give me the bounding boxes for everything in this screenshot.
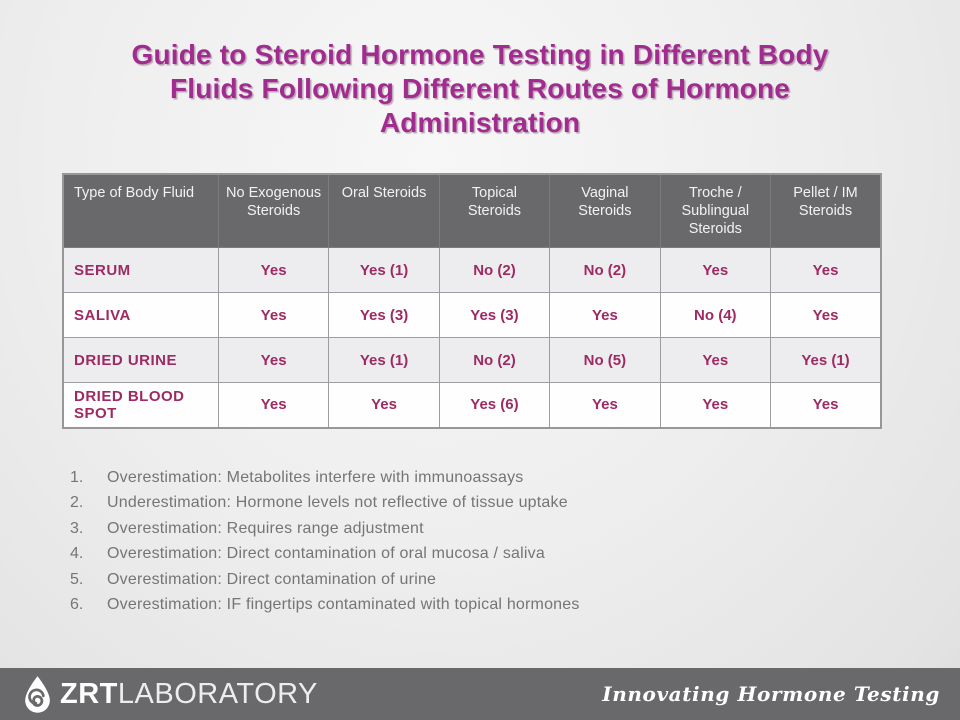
row-label: SALIVA — [62, 292, 219, 338]
table-cell: Yes — [217, 247, 330, 293]
zrt-laboratory-logo: ZRT LABORATORY — [22, 675, 318, 714]
row-label: SERUM — [62, 247, 219, 293]
table-cell: Yes — [328, 382, 440, 428]
column-header-oral-steroids: Oral Steroids — [328, 173, 440, 248]
column-header-troche-sublingual-steroids: Troche / Sublingual Steroids — [659, 173, 772, 248]
table-cell: Yes (3) — [328, 292, 440, 338]
table-header-row: Type of Body Fluid No Exogenous Steroids… — [62, 173, 882, 248]
table-row-dried-blood-spot: DRIED BLOOD SPOT Yes Yes Yes (6) Yes Yes… — [62, 382, 882, 428]
table-cell: Yes — [549, 382, 661, 428]
table-cell: Yes — [659, 247, 772, 293]
table-cell: Yes — [659, 382, 772, 428]
brand-zrt: ZRT — [60, 677, 118, 710]
footnote-text: Overestimation: Direct contamination of … — [107, 545, 545, 562]
table-cell: Yes (1) — [328, 247, 440, 293]
table-row-dried-urine: DRIED URINE Yes Yes (1) No (2) No (5) Ye… — [62, 337, 882, 383]
footnote-1: 1. Overestimation: Metabolites interfere… — [70, 465, 960, 491]
table-cell: No (5) — [549, 337, 661, 383]
table-cell: Yes — [217, 292, 330, 338]
footnote-4: 4. Overestimation: Direct contamination … — [70, 541, 960, 567]
table-cell: Yes — [770, 247, 882, 293]
footnote-number: 5. — [70, 570, 84, 588]
footnote-text: Underestimation: Hormone levels not refl… — [107, 494, 568, 511]
column-header-vaginal-steroids: Vaginal Steroids — [549, 173, 661, 248]
column-header-pellet-im-steroids: Pellet / IM Steroids — [770, 173, 882, 248]
table-row-serum: SERUM Yes Yes (1) No (2) No (2) Yes Yes — [62, 247, 882, 293]
footnote-number: 4. — [70, 545, 84, 562]
footnote-2: 2. Underestimation: Hormone levels not r… — [70, 490, 960, 516]
table-cell: Yes (1) — [328, 337, 440, 383]
row-label: DRIED URINE — [62, 337, 219, 383]
table-cell: No (4) — [659, 292, 772, 338]
footnote-number: 2. — [70, 494, 84, 511]
table-cell: Yes (1) — [770, 337, 882, 383]
footer-bar: ZRT LABORATORY Innovating Hormone Testing — [0, 668, 960, 720]
footnote-text: Overestimation: Requires range adjustmen… — [107, 519, 424, 537]
table-cell: Yes — [659, 337, 772, 383]
row-label: DRIED BLOOD SPOT — [62, 382, 219, 428]
table-cell: Yes — [549, 292, 661, 338]
hormone-testing-table-wrap: Type of Body Fluid No Exogenous Steroids… — [62, 173, 882, 429]
hormone-testing-table: Type of Body Fluid No Exogenous Steroids… — [62, 173, 882, 429]
footnote-5: 5. Overestimation: Direct contamination … — [70, 567, 960, 593]
column-header-topical-steroids: Topical Steroids — [438, 173, 551, 248]
table-cell: Yes (3) — [438, 292, 551, 338]
table-cell: Yes — [217, 337, 330, 383]
table-row-saliva: SALIVA Yes Yes (3) Yes (3) Yes No (4) Ye… — [62, 292, 882, 338]
column-header-type-of-body-fluid: Type of Body Fluid — [62, 173, 219, 248]
page-title: Guide to Steroid Hormone Testing in Diff… — [131, 39, 829, 138]
footnote-text: Overestimation: IF fingertips contaminat… — [107, 596, 580, 613]
table-cell: No (2) — [438, 337, 551, 383]
table-cell: Yes — [770, 382, 882, 428]
footnote-text: Overestimation: Metabolites interfere wi… — [107, 468, 524, 486]
table-cell: Yes — [770, 292, 882, 338]
table-cell: Yes (6) — [438, 382, 551, 428]
footnote-3: 3. Overestimation: Requires range adjust… — [70, 516, 960, 542]
footnote-text: Overestimation: Direct contamination of … — [107, 570, 437, 588]
table-cell: No (2) — [438, 247, 551, 293]
footnote-6: 6. Overestimation: IF fingertips contami… — [70, 592, 960, 618]
table-cell: Yes — [217, 382, 330, 428]
footnote-list: 1. Overestimation: Metabolites interfere… — [70, 465, 960, 618]
footnote-number: 1. — [70, 468, 84, 486]
table-cell: No (2) — [549, 247, 661, 293]
footnote-number: 6. — [70, 596, 84, 613]
footnote-number: 3. — [70, 519, 84, 537]
footer-tagline: Innovating Hormone Testing — [602, 682, 940, 706]
droplet-swirl-icon — [22, 675, 53, 714]
brand-laboratory: LABORATORY — [117, 677, 318, 710]
column-header-no-exogenous-steroids: No Exogenous Steroids — [217, 173, 330, 248]
brand-wordmark: ZRT LABORATORY — [60, 678, 318, 711]
